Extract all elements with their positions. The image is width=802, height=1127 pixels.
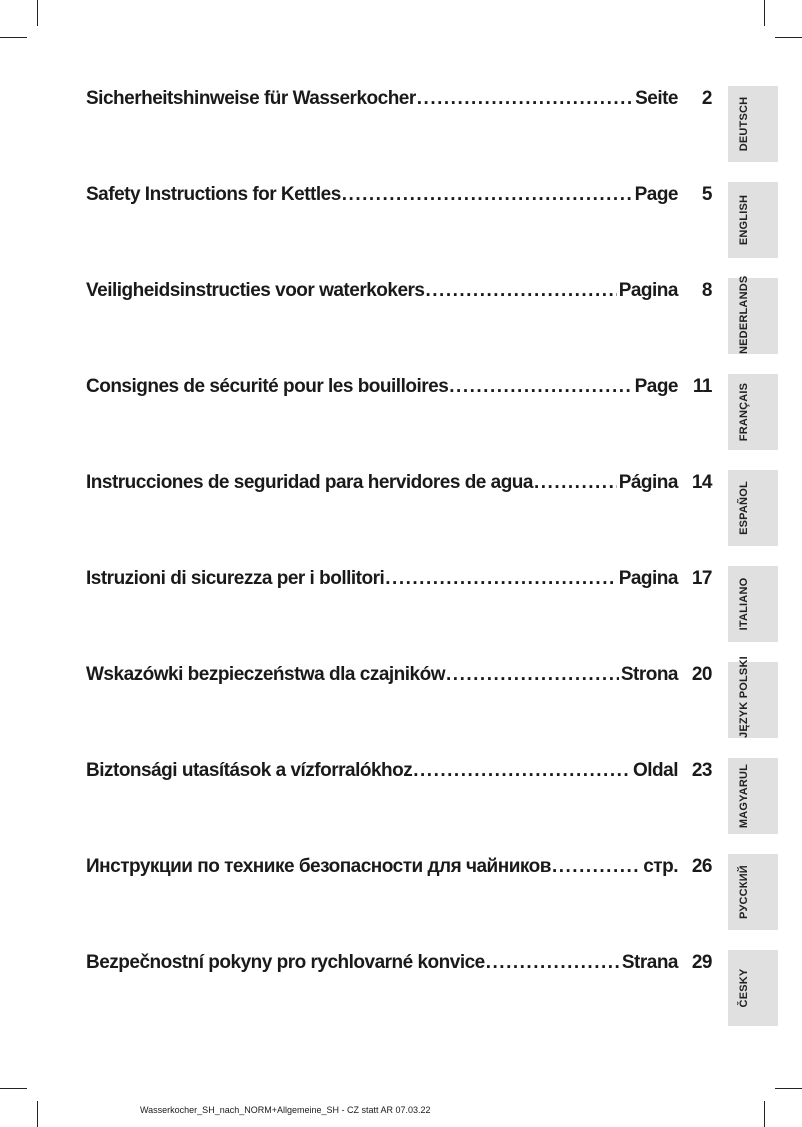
language-tab-label: MAGYARUL	[738, 763, 750, 829]
toc-entry-title: Istruzioni di sicurezza per i bollitori	[86, 568, 385, 589]
toc-entry-title: Инструкции по технике безопасности для ч…	[86, 856, 551, 877]
toc-entry-page-word: Seite	[635, 88, 678, 109]
toc-entry-title: Sicherheitshinweise für Wasserkocher	[86, 88, 416, 109]
toc-entry-title: Instrucciones de seguridad para hervidor…	[86, 472, 534, 493]
crop-mark-bottom-right-horizontal	[775, 1088, 802, 1089]
toc-entry-page-word: Strona	[620, 664, 679, 685]
toc-entry-page-number: 17	[691, 568, 713, 589]
language-tab-8: MAGYARUL	[728, 758, 778, 834]
dot-leader	[385, 568, 616, 590]
footer-filename: Wasserkocher_SH_nach_NORM+Allgemeine_SH …	[140, 1105, 431, 1115]
crop-mark-top-right-horizontal	[775, 37, 802, 38]
language-tab-label: РУССКИЙ	[738, 865, 750, 919]
toc-entry: Biztonsági utasítások a vízforralókhoz O…	[86, 760, 713, 784]
toc-entry: Istruzioni di sicurezza per i bollitori …	[86, 568, 713, 592]
dot-leader	[425, 280, 616, 302]
toc-entry-page-word: Page	[634, 376, 679, 397]
language-tab-label: FRANÇAIS	[738, 382, 750, 442]
dot-leader	[449, 376, 632, 398]
crop-mark-top-right-vertical	[764, 0, 765, 26]
language-tab-2: ENGLISH	[728, 182, 778, 258]
toc-entry: Bezpečnostní pokyny pro rychlovarné konv…	[86, 952, 713, 976]
toc-entry-page-number: 23	[691, 760, 713, 781]
toc-entry-page-word: Página	[618, 472, 679, 493]
language-tab-1: DEUTSCH	[728, 86, 778, 162]
dot-leader	[446, 664, 619, 686]
language-tab-7: JĘZYK POLSKI	[728, 656, 778, 738]
toc-entry-title: Bezpečnostní pokyny pro rychlovarné konv…	[86, 952, 485, 973]
dot-leader	[486, 952, 620, 974]
toc-entry-page-word: Strana	[621, 952, 679, 973]
toc-entry-page-number: 29	[691, 952, 713, 973]
language-tab-4: FRANÇAIS	[728, 374, 778, 450]
dot-leader	[417, 88, 633, 110]
language-tab-label: ITALIANO	[738, 577, 750, 631]
toc-entry-title: Safety Instructions for Kettles	[86, 184, 341, 205]
language-tab-label: NEDERLANDS	[738, 275, 750, 354]
crop-mark-bottom-left-horizontal	[0, 1088, 27, 1089]
dot-leader	[342, 184, 633, 206]
crop-mark-top-left-vertical	[37, 0, 38, 26]
dot-leader	[534, 472, 617, 494]
language-tab-label: ESPAÑOL	[738, 481, 750, 535]
language-tab-label: ČESKY	[738, 968, 750, 1008]
toc-entry-title: Veiligheidsinstructies voor waterkokers	[86, 280, 425, 301]
toc-entry-page-number: 20	[691, 664, 713, 685]
toc-entry: Инструкции по технике безопасности для ч…	[86, 856, 713, 880]
toc-entry: Consignes de sécurité pour les bouilloir…	[86, 376, 713, 400]
crop-mark-bottom-left-vertical	[37, 1101, 38, 1127]
toc-entry: Safety Instructions for Kettles Page 5	[86, 184, 713, 208]
language-tab-9: РУССКИЙ	[728, 854, 778, 930]
language-tab-6: ITALIANO	[728, 566, 778, 642]
toc-entry-page-word: Pagina	[618, 280, 679, 301]
language-tab-label: DEUTSCH	[738, 96, 750, 152]
toc-entry-page-word: Pagina	[618, 568, 679, 589]
toc-entry-page-word: Page	[634, 184, 679, 205]
toc-entry: Sicherheitshinweise für Wasserkocher Sei…	[86, 88, 713, 112]
toc-entry-page-word: стр.	[643, 856, 678, 877]
toc-entry-page-number: 5	[701, 184, 713, 205]
toc-entry: Veiligheidsinstructies voor waterkokers …	[86, 280, 713, 304]
toc-entry-page-number: 2	[701, 88, 713, 109]
language-tab-10: ČESKY	[728, 950, 778, 1026]
crop-mark-bottom-right-vertical	[764, 1101, 765, 1127]
toc-entry-title: Wskazówki bezpieczeństwa dla czajników	[86, 664, 446, 685]
toc-entry-title: Biztonsági utasítások a vízforralókhoz	[86, 760, 413, 781]
language-tab-3: NEDERLANDS	[728, 275, 778, 354]
toc-entry-page-number: 26	[691, 856, 713, 877]
toc-entry-page-word: Oldal	[632, 760, 679, 781]
crop-mark-top-left-horizontal	[0, 37, 27, 38]
language-tab-label: JĘZYK POLSKI	[738, 656, 750, 738]
toc-entry-page-number: 11	[692, 376, 713, 397]
dot-leader	[552, 856, 641, 878]
toc-entry: Instrucciones de seguridad para hervidor…	[86, 472, 713, 496]
toc-entry-page-number: 14	[691, 472, 713, 493]
dot-leader	[413, 760, 631, 782]
toc-entry: Wskazówki bezpieczeństwa dla czajników S…	[86, 664, 713, 688]
language-tab-5: ESPAÑOL	[728, 470, 778, 546]
language-tab-label: ENGLISH	[738, 194, 750, 246]
toc-entry-title: Consignes de sécurité pour les bouilloir…	[86, 376, 449, 397]
toc-entry-page-number: 8	[701, 280, 713, 301]
